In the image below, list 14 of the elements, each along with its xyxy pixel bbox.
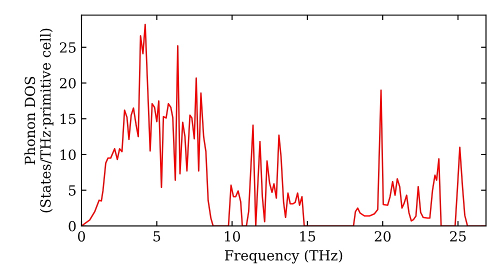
y-tick-label: 20 — [60, 78, 76, 88]
x-tick-label: 15 — [300, 231, 316, 242]
y-tick-label: 0 — [68, 220, 76, 232]
y-axis-title: Phonon DOS (States/THz·primitive cell) — [24, 28, 54, 212]
x-tick-label: 5 — [154, 231, 160, 242]
x-tick-label: 0 — [78, 231, 85, 242]
y-tick-label: 10 — [60, 149, 76, 160]
x-tick-label: 20 — [374, 231, 391, 242]
y-tick-label: 15 — [60, 114, 76, 124]
y-tick-label: 5 — [68, 185, 76, 196]
x-axis-title: Frequency (THz) — [224, 250, 342, 264]
y-tick-label: 25 — [60, 42, 76, 53]
x-tick-label: 25 — [450, 231, 466, 242]
x-tick-label: 10 — [224, 231, 240, 242]
